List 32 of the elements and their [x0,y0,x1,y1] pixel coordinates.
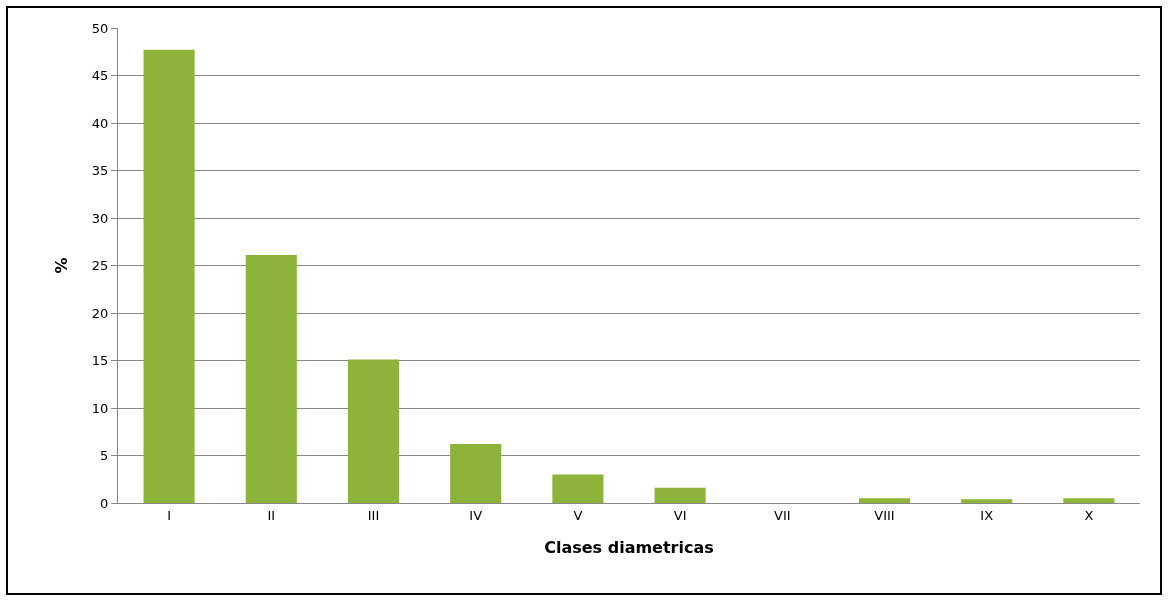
x-tick-label: X [1084,507,1094,523]
bar [858,498,911,503]
y-tick-label: 40 [91,115,109,131]
bar [143,49,195,503]
bar [245,255,297,503]
bar [1063,498,1115,503]
y-tick-label: 5 [100,448,109,464]
x-tick-label: I [167,507,172,523]
bar [961,499,1013,503]
y-tick-label: 50 [91,20,109,36]
x-tick-label: VII [774,507,791,523]
y-tick-label: 15 [91,353,109,369]
x-tick-label: IV [469,507,483,523]
x-tick-label: IX [980,507,994,523]
x-tick-label: V [573,507,583,523]
bar [552,474,604,503]
x-tick-label: VI [673,507,687,523]
x-axis-title: Clases diametricas [544,538,714,558]
x-tick-label: III [367,507,380,523]
bar [347,359,400,503]
x-tick-label: II [267,507,276,523]
y-tick-label: 35 [91,163,109,179]
y-tick-label: 25 [91,258,109,274]
x-tick-label: VIII [874,507,895,523]
y-tick-label: 10 [91,400,109,416]
y-tick-label: 45 [91,68,109,84]
y-tick-label: 0 [100,495,109,511]
y-tick-label: 20 [91,305,109,321]
bar [450,444,502,503]
y-tick-label: 30 [91,210,109,226]
y-axis-title: % [51,257,71,274]
bar [654,487,706,503]
